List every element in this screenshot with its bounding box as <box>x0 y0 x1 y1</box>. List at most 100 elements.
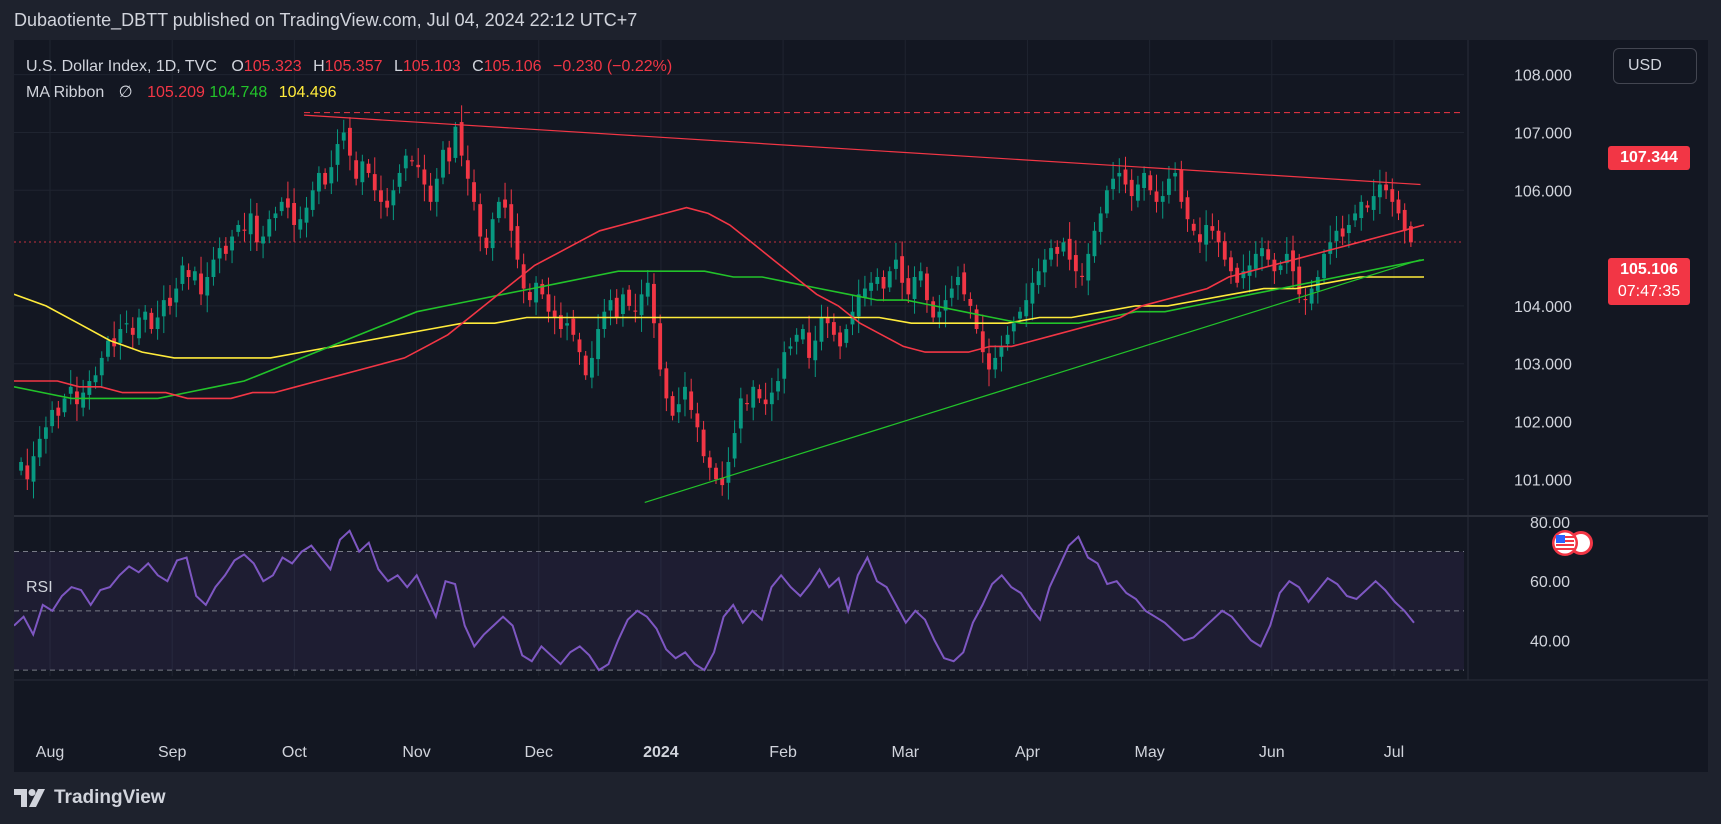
currency-button[interactable]: USD <box>1613 48 1697 84</box>
candle-body <box>87 381 92 395</box>
candle-body <box>62 398 67 413</box>
time-tick-label: Aug <box>36 744 64 761</box>
candle-body <box>1049 248 1053 260</box>
candle-body <box>658 323 663 370</box>
ma-green-line <box>14 258 1425 400</box>
time-tick-label: Feb <box>769 744 797 761</box>
candle-body <box>397 172 402 187</box>
candle-body <box>149 312 154 330</box>
candle-body <box>602 311 607 330</box>
chart-panel[interactable]: 108.000 107.000 106.000 104.000 103.000 102.0… <box>14 40 1708 772</box>
price-chart[interactable]: 108.000 107.000 106.000 104.000 103.000 102.0… <box>14 40 1708 772</box>
low-value: 105.103 <box>402 58 461 75</box>
candle-body <box>1222 241 1227 260</box>
candle-body <box>1328 242 1333 254</box>
candle-body <box>1073 255 1078 272</box>
candle-body <box>372 174 377 191</box>
candles <box>19 105 1413 500</box>
candle-body <box>1167 178 1171 195</box>
candle-body <box>956 277 960 286</box>
candle-body <box>298 219 303 230</box>
candle-body <box>751 386 756 408</box>
candle-body <box>794 334 799 342</box>
candle-body <box>856 294 861 317</box>
candle-body <box>738 398 743 429</box>
candle-body <box>118 329 123 343</box>
candle-body <box>732 433 737 459</box>
candle-body <box>788 346 793 349</box>
candle-body <box>1241 271 1246 279</box>
resistance-price-label: 107.344 <box>1620 149 1678 166</box>
candle-body <box>161 300 166 317</box>
candle-body <box>509 204 514 231</box>
candle-body <box>348 127 352 156</box>
price-legend-row: U.S. Dollar Index, 1D, TVC O105.323 H105… <box>26 54 672 80</box>
candle-body <box>993 357 998 370</box>
candle-body <box>56 407 61 416</box>
us-flag-icon[interactable] <box>1550 528 1596 558</box>
price-tick-label: 103.000 <box>1514 357 1572 374</box>
candle-body <box>1117 172 1122 177</box>
candle-body <box>192 271 197 281</box>
candle-body <box>1123 169 1128 185</box>
candle-body <box>776 381 780 392</box>
candle-body <box>199 273 203 295</box>
candle-body <box>1346 224 1351 234</box>
candle-body <box>906 278 911 295</box>
candle-body <box>1216 230 1221 243</box>
candle-body <box>1322 253 1326 279</box>
candle-body <box>974 309 979 330</box>
candle-body <box>1260 248 1264 257</box>
candle-body <box>503 199 507 208</box>
rsi-tick-label: 40.00 <box>1530 633 1570 650</box>
candle-body <box>1253 253 1258 269</box>
ma-ribbon-label: MA Ribbon <box>26 84 105 101</box>
rsi-tick-label: 80.00 <box>1530 515 1570 532</box>
candle-body <box>285 198 290 208</box>
countdown-label: 07:47:35 <box>1617 283 1681 300</box>
last-price-tag: 105.106 07:47:35 <box>1608 258 1690 305</box>
candle-body <box>887 271 892 288</box>
candle-body <box>980 331 985 353</box>
candle-body <box>670 396 675 416</box>
candle-body <box>143 311 148 320</box>
candle-body <box>81 392 86 408</box>
candle-body <box>31 456 36 482</box>
candle-body <box>689 391 694 410</box>
candle-body <box>558 315 563 330</box>
candle-body <box>434 178 439 202</box>
candle-body <box>894 259 898 269</box>
candle-body <box>254 215 259 243</box>
rsi-label: RSI <box>26 579 53 596</box>
candle-body <box>168 297 172 306</box>
price-tick-label: 102.000 <box>1514 415 1572 432</box>
ma-settings-icon[interactable]: ∅ <box>118 84 133 101</box>
ascending-trendline <box>644 259 1421 504</box>
candle-body <box>943 300 948 311</box>
candle-body <box>931 301 936 318</box>
candle-body <box>1365 205 1370 208</box>
symbol-label: U.S. Dollar Index, 1D, TVC <box>26 58 217 75</box>
candle-body <box>106 340 110 357</box>
open-value: 105.323 <box>243 58 302 75</box>
candle-body <box>1067 238 1072 260</box>
candle-body <box>676 404 681 413</box>
time-tick-label: Dec <box>525 744 553 761</box>
candle-body <box>1042 259 1047 273</box>
candle-body <box>1055 246 1060 254</box>
candle-body <box>1359 201 1364 219</box>
candle-body <box>1377 184 1382 198</box>
candle-body <box>1384 184 1389 191</box>
candle-body <box>310 190 315 210</box>
candle-body <box>1371 196 1376 210</box>
candle-body <box>403 155 408 169</box>
candle-body <box>695 413 700 428</box>
candle-body <box>1198 234 1202 243</box>
candle-body <box>683 386 687 400</box>
candle-body <box>1030 282 1035 304</box>
candle-body <box>261 236 265 244</box>
candle-body <box>614 297 619 318</box>
publisher-line: Dubaotiente_DBTT published on TradingVie… <box>14 10 638 30</box>
time-tick-label: Jun <box>1259 744 1285 761</box>
candle-body <box>379 190 383 202</box>
